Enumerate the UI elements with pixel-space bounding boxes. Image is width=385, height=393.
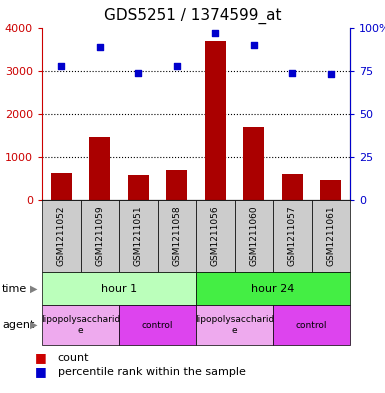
Bar bbox=[166, 170, 187, 200]
Text: ▶: ▶ bbox=[30, 320, 38, 330]
Text: lipopolysaccharid
e: lipopolysaccharid e bbox=[41, 315, 120, 335]
Text: GSM1211057: GSM1211057 bbox=[288, 206, 297, 266]
Text: GSM1211059: GSM1211059 bbox=[95, 206, 104, 266]
Bar bbox=[51, 173, 72, 200]
Bar bbox=[320, 180, 341, 200]
Text: hour 1: hour 1 bbox=[101, 283, 137, 294]
Text: GSM1211058: GSM1211058 bbox=[172, 206, 181, 266]
Point bbox=[58, 63, 64, 69]
Point bbox=[135, 70, 141, 76]
Bar bbox=[205, 41, 226, 200]
Text: GSM1211060: GSM1211060 bbox=[249, 206, 258, 266]
Point bbox=[289, 70, 295, 76]
Bar bbox=[128, 174, 149, 200]
Text: control: control bbox=[296, 321, 327, 329]
Point bbox=[212, 30, 218, 36]
Text: agent: agent bbox=[2, 320, 34, 330]
Text: count: count bbox=[58, 353, 89, 363]
Text: GDS5251 / 1374599_at: GDS5251 / 1374599_at bbox=[104, 8, 281, 24]
Text: time: time bbox=[2, 283, 27, 294]
Text: hour 24: hour 24 bbox=[251, 283, 295, 294]
Bar bbox=[282, 174, 303, 200]
Bar bbox=[89, 137, 110, 200]
Text: GSM1211052: GSM1211052 bbox=[57, 206, 66, 266]
Text: GSM1211061: GSM1211061 bbox=[326, 206, 335, 266]
Text: control: control bbox=[142, 321, 173, 329]
Text: GSM1211051: GSM1211051 bbox=[134, 206, 143, 266]
Text: GSM1211056: GSM1211056 bbox=[211, 206, 220, 266]
Bar bbox=[243, 127, 264, 200]
Text: ■: ■ bbox=[35, 365, 47, 378]
Point bbox=[251, 42, 257, 48]
Text: lipopolysaccharid
e: lipopolysaccharid e bbox=[195, 315, 274, 335]
Text: ■: ■ bbox=[35, 351, 47, 364]
Point bbox=[174, 63, 180, 69]
Text: ▶: ▶ bbox=[30, 283, 38, 294]
Point bbox=[97, 44, 103, 50]
Point bbox=[328, 71, 334, 77]
Text: percentile rank within the sample: percentile rank within the sample bbox=[58, 367, 246, 377]
